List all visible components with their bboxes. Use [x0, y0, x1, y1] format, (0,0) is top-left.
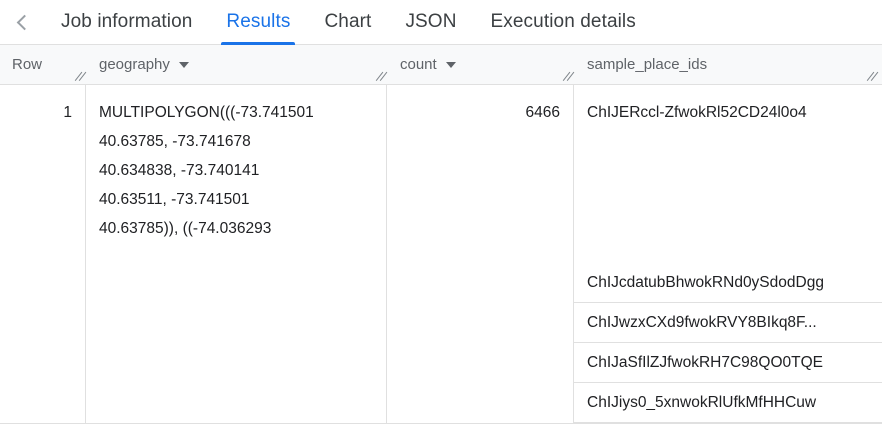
geography-line: MULTIPOLYGON(((-73.741501 — [99, 104, 314, 121]
geography-line: 40.63785)), ((-74.036293 — [99, 220, 272, 237]
tab-job-information[interactable]: Job information — [44, 0, 209, 45]
place-id: ChIJcdatubBhwokRNd0ySdodDgg — [587, 274, 824, 291]
geography-line: 40.634838, -73.740141 — [99, 162, 260, 179]
table-header-row: Row geography count sample_place_ids — [0, 45, 882, 85]
cell-row-number: 1 — [0, 85, 86, 423]
column-header-label: count — [400, 56, 437, 73]
column-header-row: Row — [0, 45, 86, 85]
tab-chart[interactable]: Chart — [307, 0, 388, 45]
column-header-count[interactable]: count — [387, 45, 574, 85]
column-resize-handle-row[interactable] — [74, 71, 88, 83]
geography-line: 40.63785, -73.741678 — [99, 133, 251, 150]
cell-geography: MULTIPOLYGON(((-73.741501 40.63785, -73.… — [86, 85, 387, 423]
tab-label: Chart — [324, 11, 372, 32]
tab-label: Results — [226, 11, 291, 32]
tab-label: Execution details — [490, 11, 636, 32]
place-id: ChIJERccl-ZfwokRl52CD24l0o4 — [587, 104, 807, 121]
back-button[interactable] — [0, 0, 44, 45]
results-table: Row geography count sample_place_ids — [0, 45, 882, 424]
list-item: ChIJaSfIlZJfwokRH7C98QO0TQE — [574, 343, 882, 383]
place-id: ChIJaSfIlZJfwokRH7C98QO0TQE — [587, 354, 824, 371]
results-tab-bar: Job information Results Chart JSON Execu… — [0, 0, 882, 45]
list-item: ChIJERccl-ZfwokRl52CD24l0o4 — [574, 85, 882, 263]
tab-results[interactable]: Results — [209, 0, 307, 45]
cell-sample-place-ids: ChIJERccl-ZfwokRl52CD24l0o4 ChIJcdatubBh… — [574, 85, 882, 423]
list-item: ChIJwzxCXd9fwokRVY8BIkq8F... — [574, 303, 882, 343]
tab-label: JSON — [405, 11, 457, 32]
tab-label: Job information — [61, 11, 193, 32]
place-id: ChIJwzxCXd9fwokRVY8BIkq8F... — [587, 314, 817, 331]
chevron-left-icon — [16, 14, 32, 30]
cell-count: 6466 — [387, 85, 574, 423]
chevron-down-icon[interactable] — [178, 61, 189, 68]
chevron-down-icon[interactable] — [445, 61, 456, 68]
table-row: 1 MULTIPOLYGON(((-73.741501 40.63785, -7… — [0, 85, 882, 424]
geography-line: 40.63511, -73.741501 — [99, 191, 250, 208]
column-header-sample-place-ids[interactable]: sample_place_ids — [574, 45, 882, 85]
column-header-geography[interactable]: geography — [86, 45, 387, 85]
tab-execution-details[interactable]: Execution details — [474, 0, 653, 45]
list-item: ChIJiys0_5xnwokRlUfkMfHHCuw — [574, 383, 882, 423]
count-value: 6466 — [525, 104, 560, 121]
table-body: 1 MULTIPOLYGON(((-73.741501 40.63785, -7… — [0, 85, 882, 424]
list-item: ChIJcdatubBhwokRNd0ySdodDgg — [574, 263, 882, 303]
column-resize-handle-geography[interactable] — [375, 71, 389, 83]
column-resize-handle-count[interactable] — [562, 71, 576, 83]
tab-list: Job information Results Chart JSON Execu… — [44, 0, 653, 45]
tab-json[interactable]: JSON — [388, 0, 473, 45]
column-resize-handle-sample-place-ids[interactable] — [866, 71, 880, 83]
column-header-label: Row — [12, 56, 43, 73]
row-number: 1 — [63, 104, 72, 121]
place-id: ChIJiys0_5xnwokRlUfkMfHHCuw — [587, 394, 817, 411]
column-header-label: geography — [99, 56, 170, 73]
column-header-label: sample_place_ids — [587, 56, 708, 73]
